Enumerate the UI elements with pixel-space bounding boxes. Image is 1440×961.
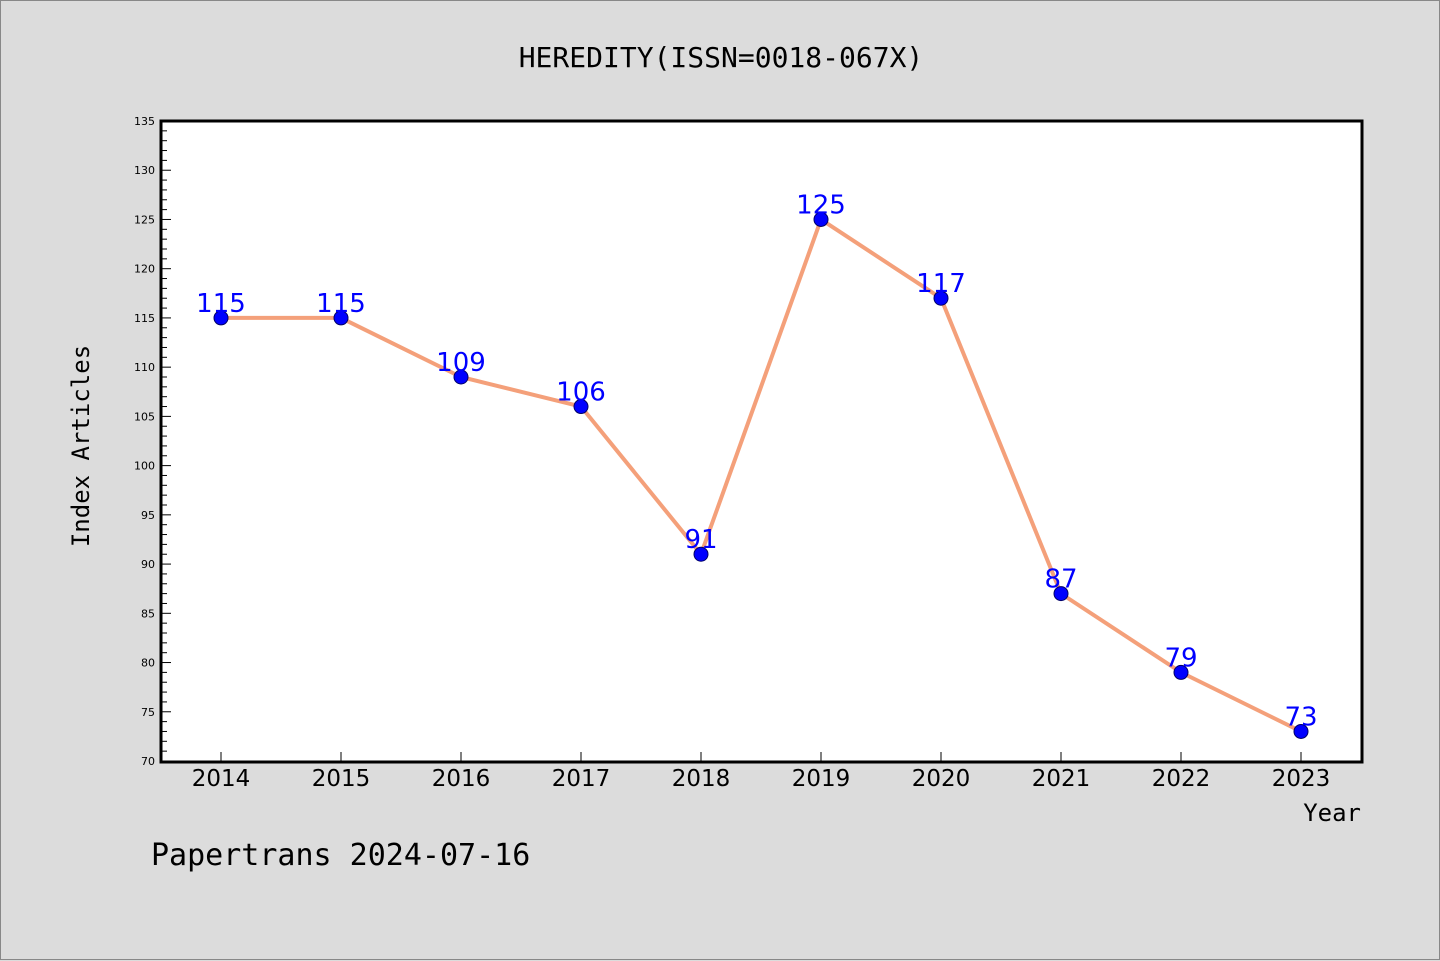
y-tick-label: 95 bbox=[141, 509, 155, 522]
y-tick-label: 75 bbox=[141, 706, 155, 719]
data-point bbox=[813, 211, 829, 227]
y-tick-label: 110 bbox=[134, 361, 155, 374]
series-line bbox=[219, 217, 1303, 734]
footer-text: Papertrans 2024-07-16 bbox=[151, 838, 530, 873]
y-tick-label: 125 bbox=[134, 213, 155, 226]
y-tick-label: 80 bbox=[141, 657, 155, 670]
y-axis-label: Index Articles bbox=[67, 345, 95, 547]
x-tick-label: 2020 bbox=[912, 766, 971, 792]
plot-area bbox=[159, 119, 1364, 764]
x-tick-label: 2021 bbox=[1032, 766, 1091, 792]
chart-title: HEREDITY(ISSN=0018-067X) bbox=[519, 41, 924, 74]
data-label: 117 bbox=[916, 269, 966, 299]
y-tick-label: 115 bbox=[134, 312, 155, 325]
series-group: 115 115 109 106 91 125 117 87 79 73 bbox=[196, 190, 1318, 739]
data-point bbox=[213, 310, 229, 326]
x-tick-label: 2015 bbox=[312, 766, 371, 792]
x-axis-ticks: 2014 2015 2016 2017 2018 2019 2020 2021 2022 2023 bbox=[192, 752, 1331, 792]
data-label: 109 bbox=[436, 348, 486, 378]
data-label: 115 bbox=[196, 289, 246, 319]
y-tick-label: 120 bbox=[134, 263, 155, 276]
data-point bbox=[1173, 664, 1189, 680]
data-label: 87 bbox=[1044, 565, 1077, 595]
y-axis-ticks: 70 75 80 85 90 95 100 105 110 115 120 125 130 135 bbox=[134, 115, 171, 768]
data-label: 106 bbox=[556, 378, 606, 408]
x-axis-label: Year bbox=[1303, 799, 1361, 827]
data-label: 91 bbox=[684, 525, 717, 555]
data-point bbox=[453, 369, 469, 385]
data-label: 79 bbox=[1164, 643, 1197, 673]
data-label: 125 bbox=[796, 190, 846, 220]
x-tick-label: 2022 bbox=[1152, 766, 1211, 792]
data-point bbox=[1053, 586, 1069, 602]
data-point bbox=[1293, 723, 1309, 739]
y-tick-label: 105 bbox=[134, 410, 155, 423]
data-point bbox=[333, 310, 349, 326]
x-tick-label: 2019 bbox=[792, 766, 851, 792]
x-tick-label: 2017 bbox=[552, 766, 611, 792]
y-tick-label: 85 bbox=[141, 607, 155, 620]
data-point bbox=[573, 399, 589, 415]
data-label: 115 bbox=[316, 289, 366, 319]
x-tick-label: 2018 bbox=[672, 766, 731, 792]
x-tick-label: 2016 bbox=[432, 766, 491, 792]
data-label: 73 bbox=[1284, 702, 1317, 732]
data-point bbox=[693, 546, 709, 562]
x-tick-label: 2014 bbox=[192, 766, 251, 792]
y-tick-label: 100 bbox=[134, 460, 155, 473]
y-tick-label: 70 bbox=[141, 755, 155, 768]
x-tick-label: 2023 bbox=[1272, 766, 1331, 792]
y-tick-label: 130 bbox=[134, 164, 155, 177]
data-point bbox=[933, 290, 949, 306]
y-tick-label: 135 bbox=[134, 115, 155, 128]
y-tick-label: 90 bbox=[141, 558, 155, 571]
